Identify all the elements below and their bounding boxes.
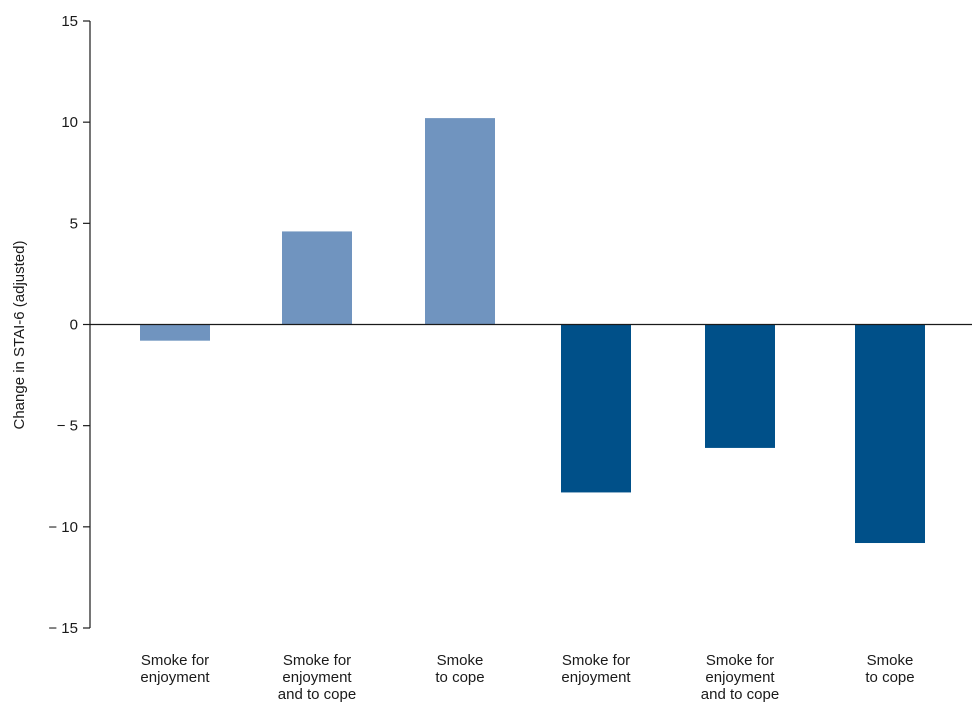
bar [705,324,775,448]
bar [425,118,495,325]
y-tick-label: 0 [70,317,78,334]
category-labels: Smoke for enjoyment Smoke for enjoyment and … [140,652,914,703]
category-label: Smoke to cope [435,652,484,686]
bar [561,324,631,493]
y-axis-title: Change in STAI-6 (adjusted) [11,241,28,430]
y-tick-label: − 10 [48,519,78,536]
bar [140,324,210,341]
category-label: Smoke for enjoyment and to cope [701,652,779,703]
category-label: Smoke for enjoyment [561,652,631,686]
bar [855,324,925,544]
bars [140,118,925,544]
y-axis: 15 10 5 0 − 5 − 10 − 15 [48,13,91,637]
category-label: Smoke to cope [865,652,914,686]
bar [282,231,352,325]
category-label: Smoke for enjoyment and to cope [278,652,356,703]
y-tick-label: − 15 [48,620,78,637]
y-tick-label: − 5 [57,418,78,435]
y-tick-label: 15 [61,13,78,30]
y-tick-label: 5 [70,215,78,232]
category-label: Smoke for enjoyment [140,652,210,686]
y-tick-label: 10 [61,114,78,131]
